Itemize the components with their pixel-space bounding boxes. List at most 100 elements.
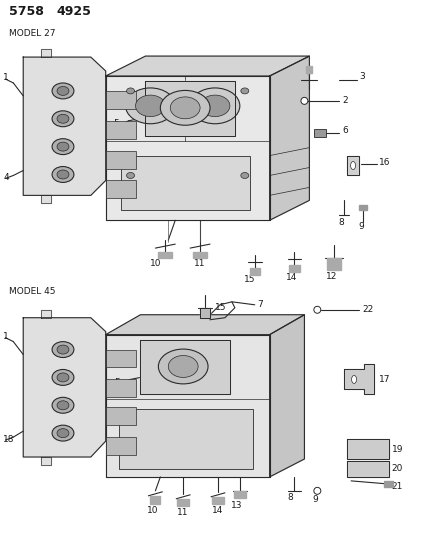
Ellipse shape — [52, 369, 74, 385]
Text: 4925: 4925 — [56, 5, 91, 18]
Text: MODEL 27: MODEL 27 — [9, 29, 56, 38]
Polygon shape — [306, 66, 312, 73]
Polygon shape — [347, 439, 389, 459]
Text: 17: 17 — [379, 375, 390, 384]
Ellipse shape — [314, 487, 321, 494]
Text: 14: 14 — [286, 273, 297, 282]
Text: 6: 6 — [342, 126, 348, 135]
Ellipse shape — [351, 161, 356, 169]
Polygon shape — [146, 81, 235, 136]
Polygon shape — [193, 252, 207, 258]
Text: 8: 8 — [288, 493, 293, 502]
Text: 3: 3 — [359, 72, 365, 82]
Text: 10: 10 — [147, 506, 158, 515]
Text: 7: 7 — [258, 300, 264, 309]
Ellipse shape — [241, 173, 249, 179]
Text: 8: 8 — [338, 218, 344, 227]
Polygon shape — [41, 310, 51, 318]
Ellipse shape — [314, 306, 321, 313]
Ellipse shape — [160, 91, 210, 125]
Text: 4: 4 — [3, 173, 9, 182]
Text: 5758: 5758 — [9, 5, 44, 18]
Polygon shape — [347, 156, 359, 175]
Text: 20: 20 — [392, 464, 403, 473]
Bar — [106, 407, 136, 425]
Ellipse shape — [52, 397, 74, 413]
Text: 15: 15 — [215, 303, 226, 312]
Polygon shape — [106, 56, 309, 76]
Ellipse shape — [190, 88, 240, 124]
Polygon shape — [23, 57, 106, 196]
Text: 22: 22 — [362, 305, 373, 314]
Polygon shape — [344, 365, 374, 394]
Ellipse shape — [52, 111, 74, 127]
Polygon shape — [106, 76, 270, 220]
Polygon shape — [250, 268, 260, 275]
Polygon shape — [106, 315, 304, 335]
Bar — [106, 379, 136, 397]
Ellipse shape — [52, 342, 74, 358]
Polygon shape — [41, 49, 51, 57]
Polygon shape — [270, 315, 304, 477]
Ellipse shape — [351, 375, 357, 383]
Bar — [106, 181, 136, 198]
Text: 18: 18 — [3, 434, 15, 443]
Bar — [121, 156, 250, 211]
Bar — [106, 91, 136, 109]
Bar — [106, 151, 136, 168]
Ellipse shape — [127, 88, 134, 94]
Polygon shape — [158, 252, 172, 258]
Polygon shape — [41, 457, 51, 465]
Polygon shape — [200, 308, 210, 318]
Ellipse shape — [200, 95, 230, 117]
Text: 11: 11 — [178, 508, 189, 517]
Polygon shape — [359, 205, 367, 211]
Text: 2: 2 — [342, 96, 348, 106]
Ellipse shape — [136, 95, 165, 117]
Text: 11: 11 — [194, 259, 206, 268]
Text: 5: 5 — [114, 378, 119, 387]
Polygon shape — [177, 499, 189, 506]
Ellipse shape — [57, 170, 69, 179]
Text: 5: 5 — [113, 119, 119, 128]
Ellipse shape — [57, 345, 69, 354]
Ellipse shape — [301, 98, 308, 104]
Bar — [106, 350, 136, 367]
Ellipse shape — [241, 88, 249, 94]
Text: 14: 14 — [212, 506, 224, 515]
Ellipse shape — [52, 425, 74, 441]
Text: 15: 15 — [244, 276, 256, 285]
Polygon shape — [347, 461, 389, 477]
Ellipse shape — [52, 83, 74, 99]
Ellipse shape — [57, 86, 69, 95]
Bar — [106, 121, 136, 139]
Ellipse shape — [168, 356, 198, 377]
Text: 1: 1 — [3, 74, 9, 83]
Ellipse shape — [52, 166, 74, 182]
Polygon shape — [234, 491, 246, 498]
Polygon shape — [327, 258, 341, 270]
Polygon shape — [288, 265, 300, 272]
Ellipse shape — [127, 173, 134, 179]
Text: 9: 9 — [358, 222, 364, 231]
Ellipse shape — [57, 114, 69, 123]
Text: 10: 10 — [150, 259, 161, 268]
Polygon shape — [106, 335, 270, 477]
Ellipse shape — [57, 373, 69, 382]
Text: 16: 16 — [379, 158, 390, 167]
Polygon shape — [41, 196, 51, 203]
Ellipse shape — [125, 88, 175, 124]
Text: 21: 21 — [392, 482, 403, 491]
Polygon shape — [384, 481, 393, 487]
Text: 9: 9 — [312, 495, 318, 504]
Ellipse shape — [158, 349, 208, 384]
Ellipse shape — [52, 139, 74, 155]
Polygon shape — [270, 56, 309, 220]
Text: 19: 19 — [392, 445, 403, 454]
Ellipse shape — [57, 401, 69, 410]
Polygon shape — [212, 497, 224, 504]
Text: 1: 1 — [3, 332, 9, 341]
Bar — [106, 437, 136, 455]
Polygon shape — [140, 340, 230, 394]
Text: MODEL 45: MODEL 45 — [9, 287, 56, 296]
